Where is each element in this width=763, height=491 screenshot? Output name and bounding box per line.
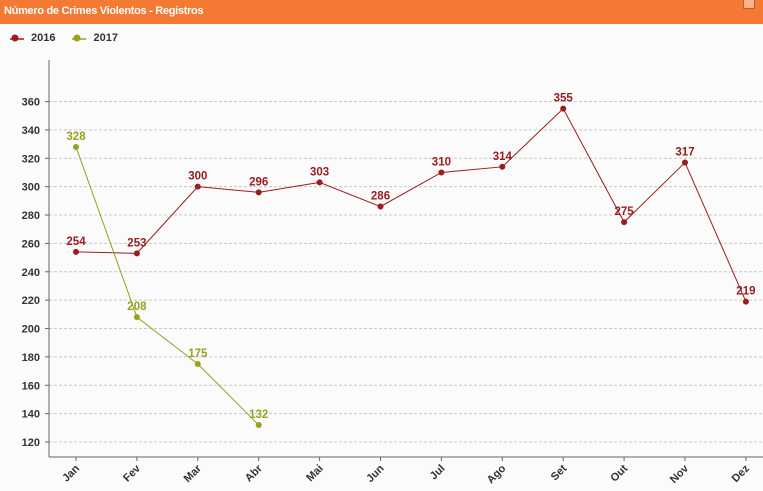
data-label-2016: 310 [432,156,451,168]
legend: 2016 2017 [9,31,134,45]
y-tick-label: 340 [22,125,40,137]
y-tick-label: 160 [22,380,40,392]
data-point-2016[interactable] [621,219,628,226]
legend-item-2017[interactable]: 2017 [71,31,118,45]
x-tick-label: Mai [304,463,325,484]
y-tick-label: 120 [22,437,40,449]
x-tick-label: Abr [243,462,265,484]
y-tick-label: 200 [22,324,40,336]
data-label-2016: 275 [615,206,635,218]
data-label-2017: 328 [66,131,86,143]
y-tick-label: 320 [22,153,40,165]
data-point-2016[interactable] [133,250,140,257]
y-tick-label: 240 [22,267,40,279]
legend-label-2017: 2017 [93,32,118,44]
data-point-2016[interactable] [438,169,445,176]
title-bar: Número de Crimes Violentos - Registros [0,0,763,24]
y-tick-label: 280 [22,210,40,222]
chart-title: Número de Crimes Violentos - Registros [4,5,204,17]
data-label-2016: 355 [554,93,574,105]
series-line-2016 [75,107,747,302]
y-tick-label: 300 [22,182,40,194]
data-label-2016: 303 [310,166,329,178]
x-tick-label: Jan [60,462,82,484]
x-tick-label: Ago [485,462,509,486]
y-tick-label: 260 [22,238,40,250]
x-tick-label: Out [608,462,630,484]
x-tick-label: Mar [182,462,205,485]
series-line-2017 [75,146,260,426]
data-label-2017: 175 [188,348,208,360]
x-tick-label: Nov [668,462,692,486]
legend-line-icon-2017 [72,34,87,42]
legend-label-2016: 2016 [31,32,56,44]
data-point-2016[interactable] [194,183,201,190]
y-tick-label: 360 [22,97,40,109]
data-point-2016[interactable] [560,105,567,112]
data-label-2017: 208 [127,301,147,313]
x-tick-label: Jun [364,462,387,485]
data-point-2016[interactable] [316,179,323,186]
data-point-2016[interactable] [73,248,79,255]
data-point-2016[interactable] [499,163,506,170]
x-tick-label: Dez [730,462,753,485]
data-point-2017[interactable] [73,143,79,150]
data-point-2016[interactable] [682,159,688,166]
window-resize-icon[interactable] [743,0,755,9]
y-tick-label: 140 [22,409,40,421]
x-tick-label: Fev [121,462,144,485]
data-label-2016: 300 [188,171,207,183]
data-label-2016: 253 [127,237,146,249]
legend-item-2016[interactable]: 2016 [9,31,55,45]
data-point-2016[interactable] [377,203,384,210]
y-tick-label: 180 [22,352,40,364]
legend-line-icon-2016 [10,34,24,42]
data-label-2016: 317 [675,147,694,159]
data-label-2016: 286 [371,191,390,203]
data-point-2017[interactable] [133,314,140,321]
data-label-2016: 314 [493,151,513,163]
x-tick-label: Jul [428,463,448,483]
data-label-2016: 296 [249,176,268,188]
y-tick-label: 220 [22,295,40,307]
data-point-2016[interactable] [255,189,262,196]
x-tick-label: Set [549,462,570,483]
data-point-2016[interactable] [742,298,749,305]
data-point-2017[interactable] [255,421,262,428]
data-label-2016: 219 [736,286,755,298]
data-point-2017[interactable] [194,360,201,367]
data-label-2016: 254 [66,236,86,248]
data-label-2017: 132 [249,409,268,421]
